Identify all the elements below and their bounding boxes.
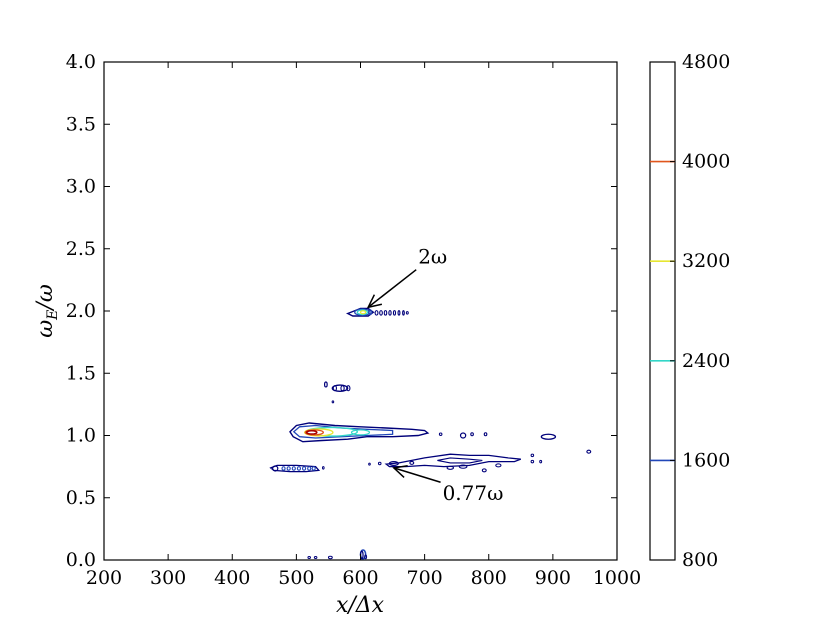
- colorbar-tick-label: 800: [682, 549, 718, 571]
- contour-line: [331, 400, 335, 404]
- contour-line: [311, 466, 316, 471]
- contour-line: [458, 464, 468, 469]
- colorbar-tick-label: 2400: [682, 350, 730, 372]
- contour-line: [327, 555, 333, 560]
- y-tick-label: 2.5: [66, 238, 96, 260]
- contour-line: [388, 461, 399, 466]
- contour-line: [322, 466, 325, 470]
- contour-line: [313, 556, 318, 560]
- contour-line: [405, 311, 409, 315]
- x-tick-label: 300: [150, 567, 186, 589]
- contour-line: [301, 466, 307, 471]
- contour-line: [470, 432, 474, 437]
- contour-line: [397, 310, 401, 316]
- contour-line: [286, 466, 291, 471]
- annotation-arrowhead: [392, 465, 408, 478]
- y-tick-label: 2.0: [66, 300, 96, 322]
- x-tick-label: 1000: [593, 567, 641, 589]
- contour-line: [446, 465, 455, 470]
- contour-line: [292, 424, 394, 439]
- contour-lines: [269, 307, 592, 560]
- contour-line: [331, 384, 349, 392]
- annotation-arrow: [393, 467, 441, 483]
- contour-line: [307, 466, 312, 471]
- y-tick-label: 3.5: [66, 113, 96, 135]
- colorbar: 800 1600 2400 3200 4000 4800: [650, 51, 730, 571]
- colorbar-tick-label: 3200: [682, 250, 730, 272]
- contour-line: [354, 308, 371, 317]
- annotations: 2ω 0.77ω: [366, 245, 504, 505]
- contour-line: [367, 309, 373, 316]
- colorbar-frame: [649, 61, 676, 561]
- y-tick-label: 1.0: [66, 425, 96, 447]
- contour-line: [540, 433, 557, 440]
- contour-line: [304, 429, 325, 436]
- contour-line: [281, 466, 286, 471]
- x-tick-label: 800: [471, 567, 507, 589]
- annotation-arrowhead: [366, 294, 383, 309]
- annotation-label: 2ω: [418, 245, 447, 269]
- contour-line: [368, 462, 371, 466]
- contour-line: [530, 453, 535, 458]
- x-tick-label: 500: [278, 567, 314, 589]
- contour-line: [340, 385, 345, 392]
- contour-line: [495, 463, 502, 468]
- contour-line: [539, 459, 543, 464]
- colorbar-tick-label: 1600: [682, 449, 730, 471]
- contour-line: [291, 466, 296, 471]
- contour-line: [438, 432, 443, 437]
- colorbar-tick-label: 4000: [682, 151, 730, 173]
- contour-line: [459, 432, 467, 439]
- contour-line: [437, 457, 483, 464]
- x-axis-label: x/Δx: [336, 593, 385, 618]
- contour-line: [296, 466, 302, 471]
- contour-line: [272, 465, 279, 472]
- y-tick-label: 1.5: [66, 362, 96, 384]
- annotation-label: 0.77ω: [443, 481, 504, 505]
- contour-line: [323, 381, 328, 388]
- contour-line: [374, 310, 379, 316]
- contour-line: [481, 468, 487, 473]
- colorbar-tick-label: 4800: [682, 51, 730, 73]
- contour-line: [332, 385, 338, 392]
- contour-line: [307, 556, 311, 560]
- contour-line: [359, 310, 367, 315]
- y-tick-label: 4.0: [66, 51, 96, 73]
- contour-line: [350, 429, 371, 436]
- contour-line: [305, 430, 318, 435]
- contour-line: [289, 422, 430, 443]
- contour-line: [379, 310, 383, 316]
- annotation-arrow: [367, 269, 417, 308]
- y-tick-label: 3.0: [66, 176, 96, 198]
- x-tick-label: 200: [86, 567, 122, 589]
- contour-line: [356, 309, 369, 316]
- x-tick-label: 700: [406, 567, 442, 589]
- contour-line: [409, 460, 415, 465]
- contour-line: [530, 459, 535, 464]
- contour-line: [483, 432, 488, 437]
- y-axis-label: ωE/ω: [33, 284, 61, 338]
- contour-line: [383, 310, 388, 316]
- axis-ticks: 200 300 400 500 600 700 800 900 1000 0.0 0.5 1.0 1.5…: [66, 51, 641, 589]
- contour-line: [388, 310, 392, 316]
- contour-line: [346, 385, 351, 392]
- contour-line: [384, 453, 522, 468]
- x-tick-label: 900: [535, 567, 571, 589]
- x-tick-label: 400: [214, 567, 250, 589]
- contour-line: [402, 310, 405, 316]
- contour-line: [364, 554, 368, 560]
- y-tick-label: 0.0: [66, 549, 96, 571]
- y-tick-label: 0.5: [66, 487, 96, 509]
- contour-line: [377, 461, 382, 466]
- x-tick-label: 600: [342, 567, 378, 589]
- contour-line: [392, 310, 397, 316]
- contour-line: [586, 449, 592, 454]
- contour-line: [269, 464, 321, 473]
